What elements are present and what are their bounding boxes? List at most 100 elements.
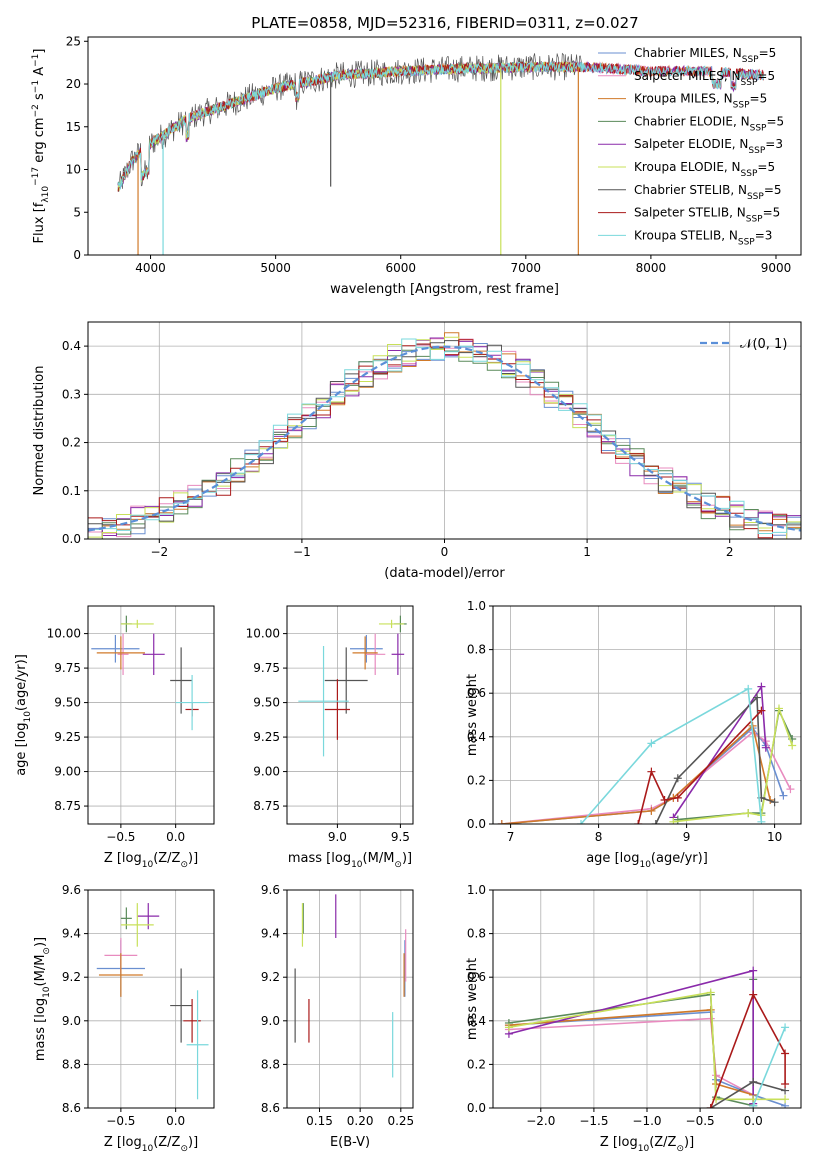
weight-marker — [779, 791, 788, 800]
axes-frame — [286, 889, 414, 1109]
panel-spectrum: 4000 5000 6000 7000 8000 9000 0 5 10 15 20 25 wavele… — [31, 34, 802, 297]
y-tick-label: 0.0 — [467, 1101, 486, 1115]
y-axis-label: mass [log10(M/M⊙)] — [33, 937, 52, 1061]
x-tick-label: 7000 — [511, 261, 542, 275]
weight-line-8 — [580, 687, 763, 824]
weight-marker — [651, 820, 660, 824]
y-axis-label: age [log10(age/yr)] — [14, 654, 33, 776]
errorbar-point — [120, 907, 132, 930]
weight-marker — [786, 785, 795, 794]
weight-marker — [753, 693, 761, 702]
y-tick-label: 1.0 — [467, 883, 486, 897]
weight-marker — [781, 1023, 790, 1032]
legend-entry: Salpeter MILES, NSSP=5 — [634, 69, 775, 88]
errorbar-point — [98, 953, 143, 997]
histogram-series-8 — [88, 338, 801, 534]
x-tick-label: −1 — [293, 545, 311, 559]
weight-marker — [647, 767, 656, 776]
y-tick-label: 0.2 — [467, 1057, 486, 1071]
axes-frame — [87, 889, 215, 1109]
legend-entry: Kroupa MILES, NSSP=5 — [634, 92, 767, 111]
plot-area — [497, 682, 797, 824]
y-axis-label: mass weight — [465, 674, 480, 756]
plot-area — [96, 903, 209, 1100]
x-axis-label: age [log10(age/yr)] — [586, 851, 708, 870]
x-tick-label: 4000 — [135, 261, 166, 275]
x-axis-label: Z [log10(Z/Z⊙)] — [104, 851, 198, 870]
x-tick-label: 8 — [595, 830, 603, 844]
y-tick-label: 9.6 — [62, 883, 81, 897]
weight-marker — [781, 1080, 790, 1089]
figure-title: PLATE=0858, MJD=52316, FIBERID=0311, z=0… — [251, 14, 638, 32]
legend-entry: Chabrier MILES, NSSP=5 — [634, 46, 776, 65]
y-tick-label: 0.3 — [62, 387, 81, 401]
y-tick-label: 0.0 — [467, 817, 486, 831]
weight-marker — [706, 1104, 715, 1108]
weight-marker — [706, 988, 715, 997]
x-tick-label: 1 — [583, 545, 591, 559]
errorbar-point — [117, 633, 129, 675]
y-tick-label: 0.0 — [62, 532, 81, 546]
plot-area — [294, 894, 407, 1078]
errorbar-point — [186, 990, 209, 1100]
y-tick-label: 9.4 — [261, 927, 280, 941]
histogram-series-6 — [88, 340, 801, 529]
panel-mass-weight-vs-Z: −2.0 −1.5 −1.0 −0.5 0.0 0.0 0.2 0.4 0.6 0.8 1.0 Z [… — [465, 883, 802, 1154]
x-axis-label: Z [log10(Z/Z⊙)] — [600, 1135, 694, 1154]
weight-line-1 — [501, 731, 792, 824]
plot-area — [91, 615, 209, 731]
x-tick-label: 0.25 — [387, 1114, 414, 1128]
x-tick-label: 10 — [767, 830, 782, 844]
y-tick-label: 0.8 — [467, 927, 486, 941]
legend-entry: Salpeter ELODIE, NSSP=3 — [634, 137, 783, 156]
weight-marker — [749, 1101, 758, 1108]
x-tick-label: 8000 — [636, 261, 667, 275]
legend-entry: Kroupa STELIB, NSSP=3 — [634, 228, 772, 247]
y-tick-label: 0.4 — [467, 1014, 486, 1028]
errorbar-point — [120, 619, 154, 629]
legend-entry: Chabrier STELIB, NSSP=5 — [634, 183, 782, 202]
y-tick-label: 9.75 — [253, 661, 280, 675]
weight-marker — [744, 684, 753, 693]
weight-marker — [669, 817, 678, 824]
y-tick-label: 9.50 — [54, 696, 81, 710]
weight-marker — [634, 820, 643, 824]
y-tick-label: 10 — [66, 163, 81, 177]
x-tick-label: −0.5 — [106, 1114, 135, 1128]
weight-line-7 — [709, 992, 786, 1108]
plot-area — [88, 332, 801, 539]
x-tick-label: −2.0 — [526, 1114, 555, 1128]
y-tick-label: 8.75 — [253, 799, 280, 813]
x-tick-label: 6000 — [385, 261, 416, 275]
y-tick-label: 5 — [73, 205, 81, 219]
y-tick-label: 0.6 — [467, 970, 486, 984]
errorbar-point — [298, 646, 349, 757]
weight-marker — [660, 796, 669, 805]
x-tick-label: 0 — [441, 545, 449, 559]
x-axis-label: Z [log10(Z/Z⊙)] — [104, 1135, 198, 1154]
weight-marker — [504, 1023, 513, 1032]
x-tick-label: 9000 — [761, 261, 792, 275]
y-tick-label: 9.00 — [253, 765, 280, 779]
x-tick-label: −0.5 — [106, 830, 135, 844]
weight-marker — [673, 793, 682, 802]
weight-marker — [497, 820, 506, 824]
x-tick-label: 9.0 — [328, 830, 347, 844]
x-tick-label: −1.0 — [632, 1114, 661, 1128]
y-tick-label: 0.8 — [467, 643, 486, 657]
x-tick-label: 0.0 — [166, 830, 185, 844]
axes-frame — [286, 605, 414, 825]
x-tick-label: 7 — [507, 830, 515, 844]
y-tick-label: 10.00 — [47, 627, 81, 641]
panel-age-vs-Z: −0.5 0.0 8.75 9.00 9.25 9.50 9.75 10.00 Z [log10… — [14, 605, 215, 870]
y-tick-label: 8.6 — [261, 1101, 280, 1115]
x-tick-label: 2 — [726, 545, 734, 559]
panel-mass-vs-Z: −0.5 0.0 8.6 8.8 9.0 9.2 9.4 9.6 Z [log10(Z/Z⊙)]… — [33, 883, 215, 1154]
y-tick-label: 0.1 — [62, 484, 81, 498]
y-tick-label: 0 — [73, 248, 81, 262]
y-tick-label: 8.75 — [54, 799, 81, 813]
y-tick-label: 10.00 — [246, 627, 280, 641]
y-tick-label: 9.2 — [62, 970, 81, 984]
spectrum-line-8 — [117, 61, 764, 190]
weight-marker — [761, 743, 770, 752]
